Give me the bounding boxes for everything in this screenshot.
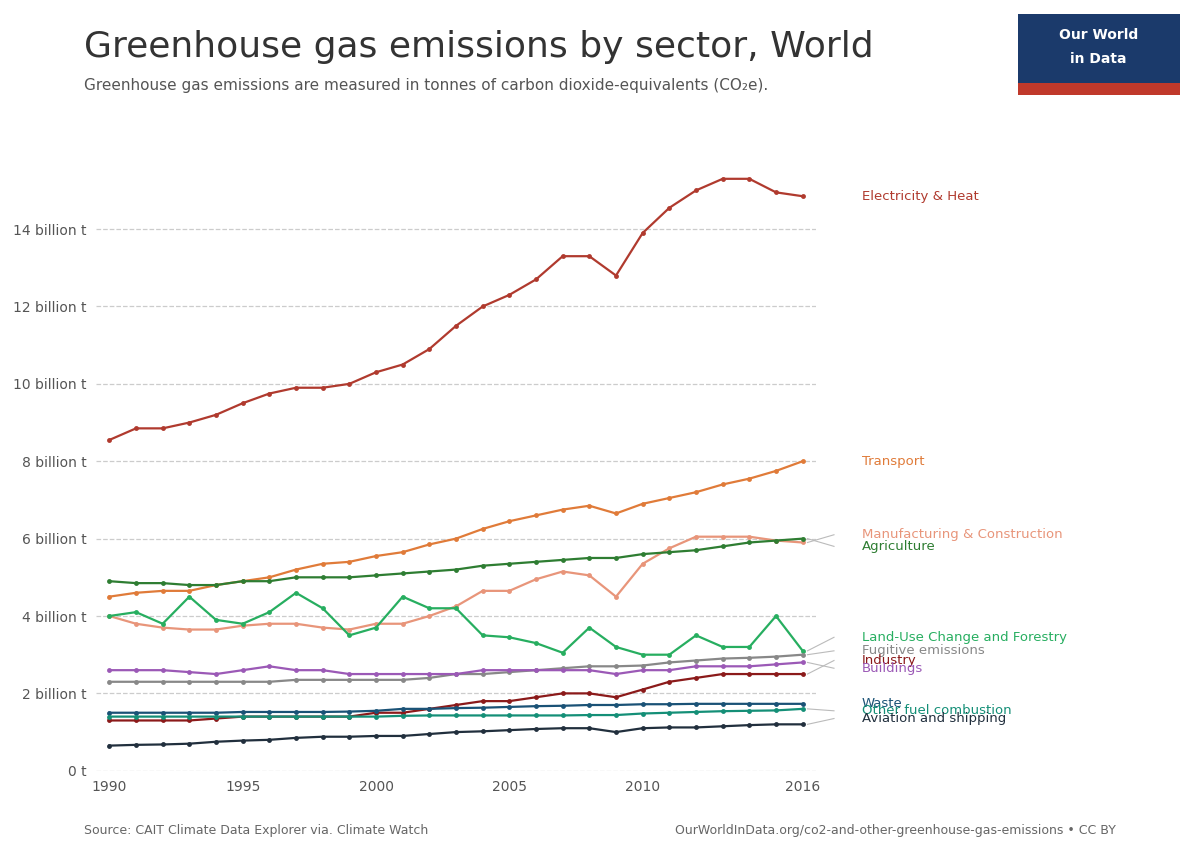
Text: in Data: in Data	[1070, 52, 1127, 66]
Text: Waste: Waste	[862, 696, 902, 710]
Text: Agriculture: Agriculture	[862, 540, 935, 553]
Text: Industry: Industry	[862, 654, 917, 667]
Text: Our World: Our World	[1058, 27, 1139, 42]
Text: Other fuel combustion: Other fuel combustion	[862, 705, 1012, 717]
Text: Source: CAIT Climate Data Explorer via. Climate Watch: Source: CAIT Climate Data Explorer via. …	[84, 824, 428, 837]
Text: OurWorldInData.org/co2-and-other-greenhouse-gas-emissions • CC BY: OurWorldInData.org/co2-and-other-greenho…	[676, 824, 1116, 837]
Text: Electricity & Heat: Electricity & Heat	[862, 190, 978, 202]
Text: Transport: Transport	[862, 455, 924, 468]
Text: Fugitive emissions: Fugitive emissions	[862, 645, 984, 657]
Text: Greenhouse gas emissions by sector, World: Greenhouse gas emissions by sector, Worl…	[84, 30, 874, 64]
Text: Land-Use Change and Forestry: Land-Use Change and Forestry	[862, 631, 1067, 644]
Text: Buildings: Buildings	[862, 662, 923, 675]
Text: Aviation and shipping: Aviation and shipping	[862, 712, 1006, 725]
Text: Greenhouse gas emissions are measured in tonnes of carbon dioxide-equivalents (C: Greenhouse gas emissions are measured in…	[84, 78, 768, 93]
Text: Manufacturing & Construction: Manufacturing & Construction	[862, 529, 1062, 541]
